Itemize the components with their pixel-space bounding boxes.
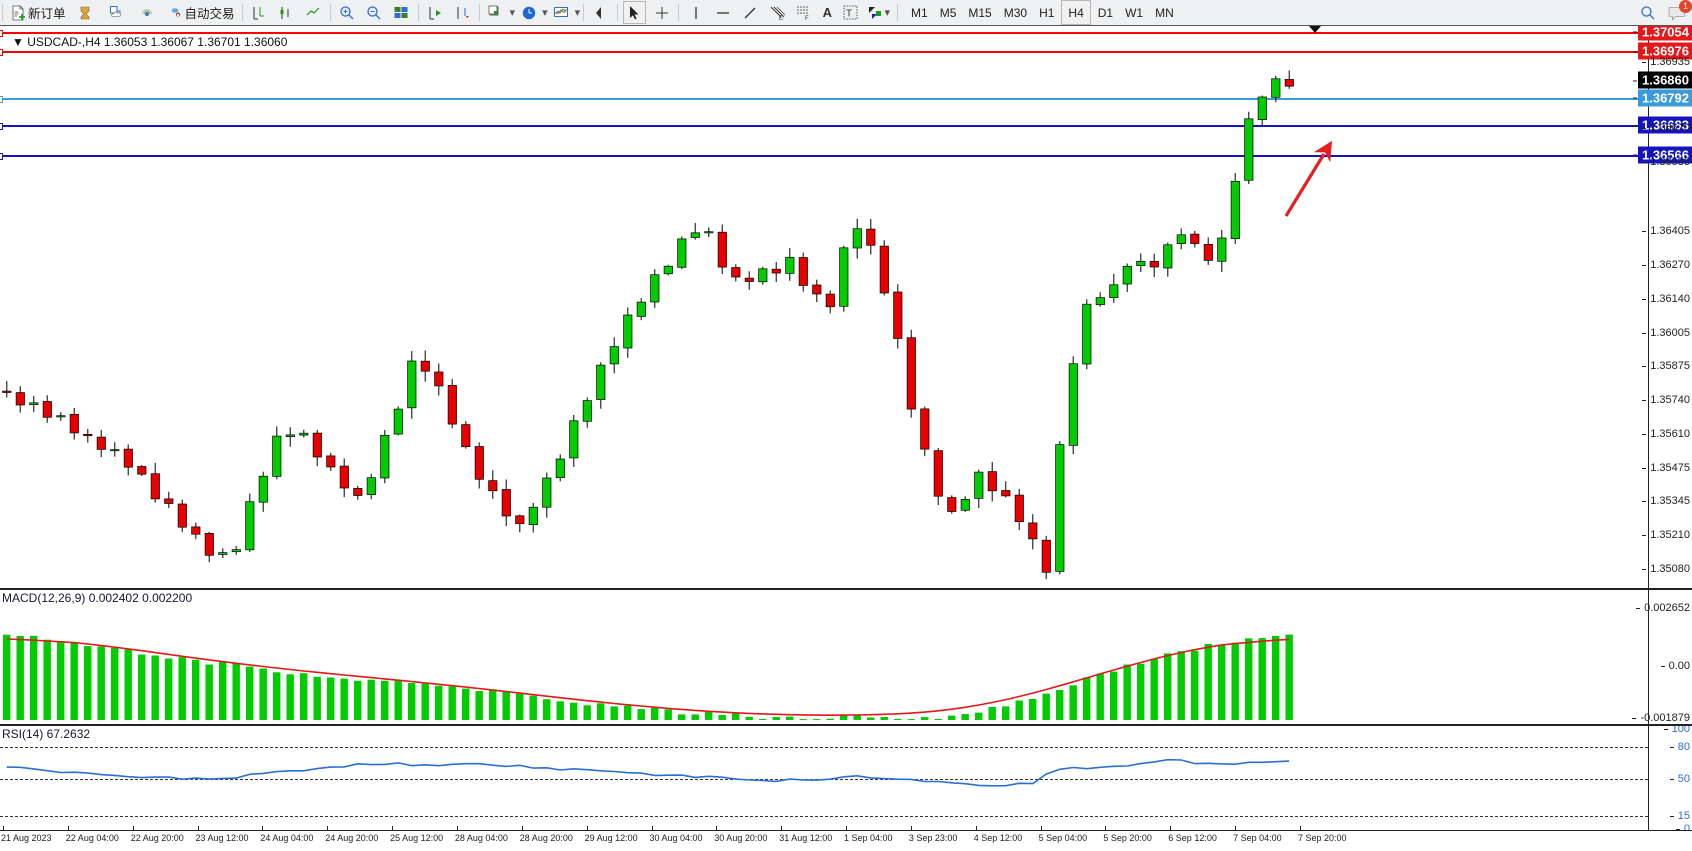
- svg-text:T: T: [846, 8, 852, 19]
- svg-text:E: E: [779, 16, 783, 21]
- svg-text:F: F: [805, 16, 809, 21]
